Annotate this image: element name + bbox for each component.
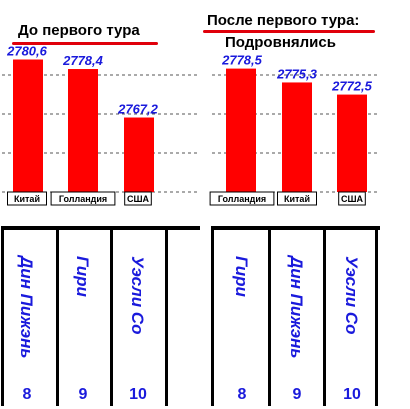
left-value-label-1: 2778,4 (62, 53, 104, 68)
left-bar-0 (13, 59, 43, 192)
right-bar-0 (226, 68, 256, 192)
right-country-label-0: Голландия (218, 194, 266, 204)
right-table-top-border (212, 226, 380, 230)
left-title-underline (12, 42, 158, 45)
left-country-box-1 (50, 191, 116, 206)
left-country-box-0 (7, 191, 47, 206)
left-seed-number-2: 10 (129, 386, 147, 403)
left-table-divider-0 (1, 226, 4, 406)
right-table-divider-0 (211, 226, 214, 406)
left-bar-2 (124, 117, 154, 192)
right-player-name-0: Гири (232, 256, 251, 298)
right-player-name-2: Уэсли Со (342, 256, 361, 334)
right-table-divider-1 (268, 226, 271, 406)
right-country-box-2 (338, 191, 366, 206)
left-table-divider-1 (56, 226, 59, 406)
right-table-divider-2 (323, 226, 326, 406)
left-country-label-1: Голландия (59, 194, 107, 204)
right-country-box-1 (277, 191, 317, 206)
right-value-label-0: 2778,5 (221, 53, 263, 68)
left-player-name-0: Дин Пижэнь (17, 254, 36, 359)
right-bar-1 (282, 82, 312, 192)
left-chart-title: До первого тура (18, 22, 140, 39)
left-player-name-1: Гири (73, 256, 92, 298)
left-bar-1 (68, 69, 98, 192)
left-value-label-2: 2767,2 (117, 102, 159, 117)
left-value-label-0: 2780,6 (6, 44, 48, 59)
left-table-top-border (2, 226, 200, 230)
right-seed-number-1: 9 (293, 386, 302, 403)
left-player-name-2: Уэсли Со (128, 256, 147, 334)
left-seed-number-1: 9 (79, 386, 88, 403)
left-seed-number-0: 8 (23, 386, 32, 403)
right-country-label-1: Китай (284, 194, 310, 204)
left-country-label-2: США (127, 194, 150, 204)
left-table-divider-3 (165, 226, 168, 406)
left-country-box-2 (124, 191, 152, 206)
right-value-label-1: 2775,3 (276, 66, 318, 81)
right-chart-subtitle: Подровнялись (225, 34, 336, 51)
right-chart-title: После первого тура: (207, 12, 360, 29)
right-value-label-2: 2772,5 (331, 79, 373, 94)
right-seed-number-0: 8 (238, 386, 247, 403)
right-player-name-1: Дин Пижэнь (287, 254, 306, 359)
right-country-label-2: США (341, 194, 364, 204)
left-country-label-0: Китай (14, 194, 40, 204)
right-bar-2 (337, 94, 367, 192)
right-seed-number-2: 10 (343, 386, 361, 403)
left-table-divider-2 (110, 226, 113, 406)
right-country-box-0 (209, 191, 275, 206)
right-table-divider-3 (375, 226, 378, 406)
right-title-underline (203, 30, 375, 33)
